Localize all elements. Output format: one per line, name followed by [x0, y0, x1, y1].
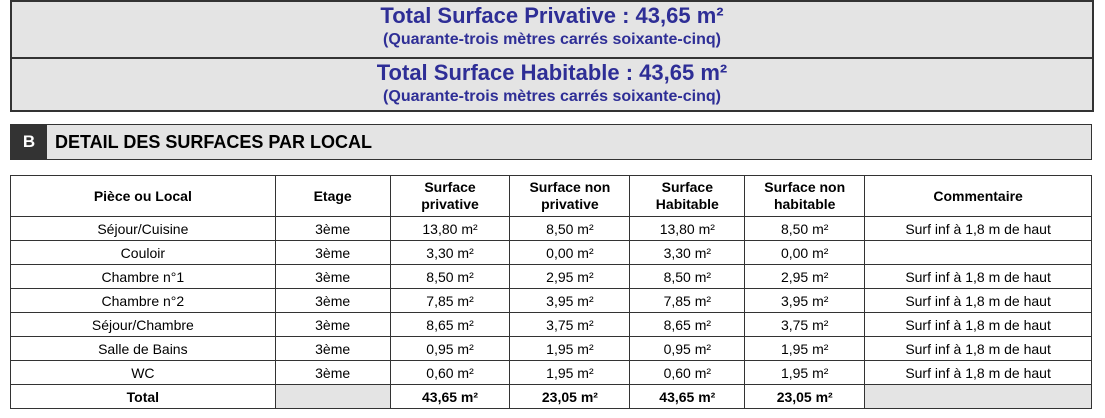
header-row: Pièce ou Local Etage Surface privative Surf… — [10, 175, 1092, 217]
total-cell: 43,65 m² — [389, 384, 511, 409]
summary-subtitle: (Quarante-trois mètres carrés soixante-c… — [383, 88, 721, 105]
section-letter: B — [11, 125, 47, 159]
total-row: Total 43,65 m² 23,05 m² 43,65 m² 23,05 m² — [10, 384, 1092, 409]
table-row: Couloir 3ème 3,30 m² 0,00 m² 3,30 m² 0,00 m² — [10, 240, 1092, 265]
section-title: DETAIL DES SURFACES PAR LOCAL — [55, 131, 373, 152]
summary-box: Total Surface Habitable : 43,65 m² (Quar… — [10, 57, 1094, 112]
table-cell: Salle de Bains — [10, 336, 276, 361]
header-cell: Etage — [274, 175, 391, 217]
table-row: WC 3ème 0,60 m² 1,95 m² 0,60 m² 1,95 m² Surf i… — [10, 360, 1092, 385]
table-row: Chambre n°1 3ème 8,50 m² 2,95 m² 8,50 m² 2,95… — [10, 264, 1092, 289]
table-row: Séjour/Chambre 3ème 8,65 m² 3,75 m² 8,65 m² 3… — [10, 312, 1092, 337]
table-cell: Surf inf à 1,8 m de haut — [864, 216, 1092, 241]
table-cell: 3ème — [274, 360, 391, 385]
table-row: Chambre n°2 3ème 7,85 m² 3,95 m² 7,85 m² 3,95… — [10, 288, 1092, 313]
header-cell: Pièce ou Local — [10, 175, 276, 217]
total-cell: 43,65 m² — [629, 384, 746, 409]
table-cell — [864, 240, 1092, 265]
table-cell: Chambre n°1 — [10, 264, 276, 289]
table-cell: 3ème — [274, 336, 391, 361]
total-cell: 23,05 m² — [509, 384, 631, 409]
table-cell: 7,85 m² — [389, 288, 511, 313]
table-cell: 3ème — [274, 288, 391, 313]
summary-title: Total Surface Habitable : 43,65 m² — [376, 60, 728, 85]
table-cell: 1,95 m² — [509, 336, 631, 361]
table-cell: 3,95 m² — [744, 288, 866, 313]
table-cell: Surf inf à 1,8 m de haut — [864, 360, 1092, 385]
table-cell: Chambre n°2 — [10, 288, 276, 313]
table-cell: 0,60 m² — [629, 360, 746, 385]
table-cell: Séjour/Chambre — [10, 312, 276, 337]
header-cell: Surface privative — [389, 175, 511, 217]
table-cell: 8,50 m² — [389, 264, 511, 289]
table-cell: 13,80 m² — [629, 216, 746, 241]
table-cell: 7,85 m² — [629, 288, 746, 313]
table-cell: 0,95 m² — [629, 336, 746, 361]
table-cell: 1,95 m² — [744, 360, 866, 385]
section-header: B DETAIL DES SURFACES PAR LOCAL — [10, 124, 1092, 160]
table-cell: 13,80 m² — [389, 216, 511, 241]
header-cell: Commentaire — [864, 175, 1092, 217]
table-row: Salle de Bains 3ème 0,95 m² 1,95 m² 0,95 m² 1… — [10, 336, 1092, 361]
total-cell — [864, 384, 1092, 409]
table-cell: 0,00 m² — [744, 240, 866, 265]
table-cell: 3ème — [274, 216, 391, 241]
header-cell: Surface non habitable — [744, 175, 866, 217]
table-cell: 8,50 m² — [629, 264, 746, 289]
total-cell: Total — [10, 384, 276, 409]
table-cell: 3ème — [274, 312, 391, 337]
table-cell: 1,95 m² — [744, 336, 866, 361]
table-cell: 8,65 m² — [389, 312, 511, 337]
table-cell: 2,95 m² — [744, 264, 866, 289]
table-cell: 2,95 m² — [509, 264, 631, 289]
total-cell: 23,05 m² — [744, 384, 866, 409]
table-cell: 1,95 m² — [509, 360, 631, 385]
table-cell: 3,95 m² — [509, 288, 631, 313]
header-cell: Surface Habitable — [629, 175, 746, 217]
surface-table: Pièce ou Local Etage Surface privative Surf… — [10, 175, 1092, 409]
table-cell: 0,60 m² — [389, 360, 511, 385]
header-cell: Surface non privative — [509, 175, 631, 217]
table-cell: 8,50 m² — [744, 216, 866, 241]
table-cell: 3,30 m² — [629, 240, 746, 265]
table-cell: 8,50 m² — [509, 216, 631, 241]
table-cell: 3,75 m² — [509, 312, 631, 337]
summary-subtitle: (Quarante-trois mètres carrés soixante-c… — [383, 31, 721, 48]
table-cell: 0,95 m² — [389, 336, 511, 361]
table-cell: Couloir — [10, 240, 276, 265]
summary-title: Total Surface Privative : 43,65 m² — [380, 3, 724, 28]
table-cell: Surf inf à 1,8 m de haut — [864, 336, 1092, 361]
table-cell: 3,30 m² — [389, 240, 511, 265]
table-cell: Surf inf à 1,8 m de haut — [864, 264, 1092, 289]
table-cell: 0,00 m² — [509, 240, 631, 265]
table-cell: WC — [10, 360, 276, 385]
table-cell: Surf inf à 1,8 m de haut — [864, 312, 1092, 337]
table-cell: Séjour/Cuisine — [10, 216, 276, 241]
total-cell — [274, 384, 391, 409]
summary-box: Total Surface Privative : 43,65 m² (Quar… — [10, 0, 1094, 59]
table-cell: 3ème — [274, 264, 391, 289]
table-cell: Surf inf à 1,8 m de haut — [864, 288, 1092, 313]
table-cell: 3,75 m² — [744, 312, 866, 337]
table-row: Séjour/Cuisine 3ème 13,80 m² 8,50 m² 13,80 m… — [10, 216, 1092, 241]
table-cell: 3ème — [274, 240, 391, 265]
table-cell: 8,65 m² — [629, 312, 746, 337]
